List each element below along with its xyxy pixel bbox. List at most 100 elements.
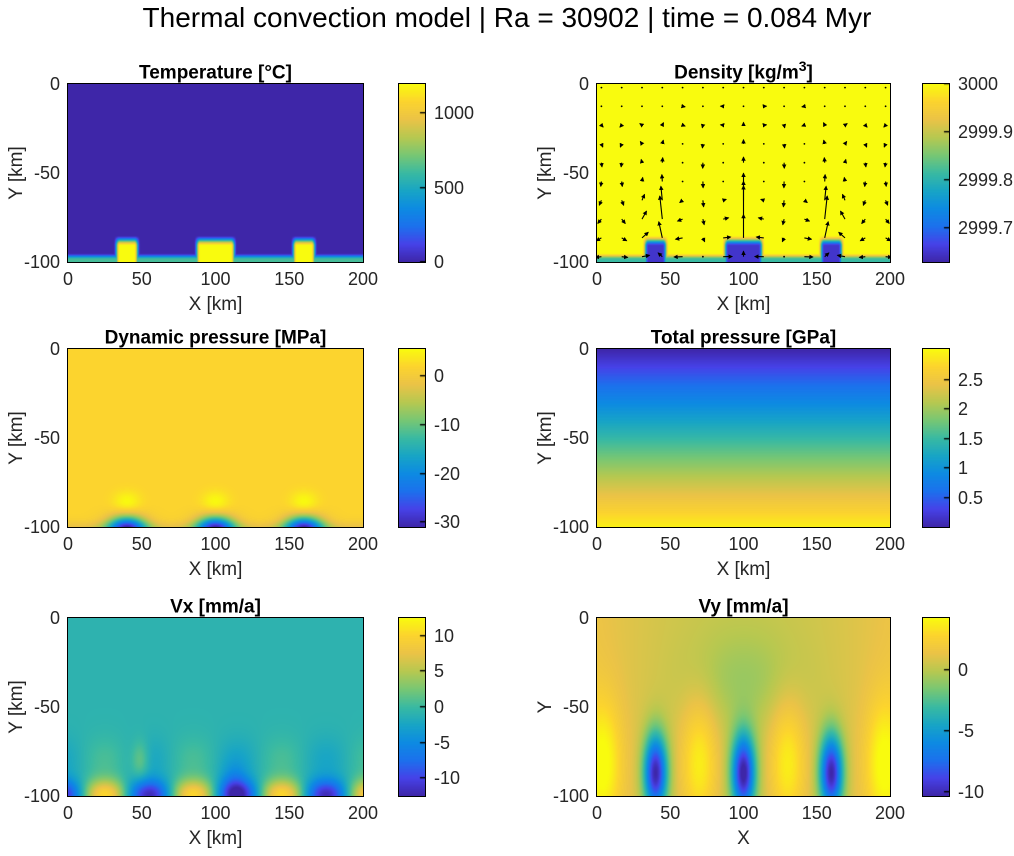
panel-title-sup: 3 [798, 58, 807, 74]
colorbar-tick-label: 5 [434, 661, 445, 682]
panel-title: Temperature [°C] [68, 53, 363, 83]
x-tick-label: 50 [660, 534, 681, 554]
y-tick-label: -50 [33, 428, 60, 448]
x-axis-label: X [km] [716, 559, 771, 580]
colorbar [398, 617, 426, 797]
y-tick-label: 0 [49, 608, 60, 628]
x-tick-label: 100 [728, 803, 759, 823]
temperature-heatmap [67, 83, 364, 263]
y-tick-label: -100 [23, 786, 60, 806]
x-tick-label: 100 [728, 269, 759, 289]
panel-title-text: ] [806, 62, 813, 84]
y-tick-label: 0 [578, 608, 589, 628]
y-tick-label: -50 [562, 163, 589, 183]
x-tick-label: 50 [131, 269, 152, 289]
y-tick-label: 0 [49, 74, 60, 94]
y-tick-label: -50 [33, 163, 60, 183]
colorbar-tick-label: -30 [434, 512, 461, 533]
density-heatmap [596, 83, 891, 263]
x-tick-label: 150 [274, 803, 305, 823]
panel-title: Vy [mm/a] [597, 587, 890, 617]
panel-title-text: Vx [mm/a] [170, 596, 261, 618]
y-tick-label: -50 [562, 697, 589, 717]
colorbar-tick-label: 10 [434, 625, 455, 646]
x-tick-label: 50 [131, 534, 152, 554]
dynamic-pressure-heatmap [67, 348, 364, 528]
colorbar-tick-label: -10 [434, 414, 461, 435]
x-tick-label: 100 [200, 269, 231, 289]
x-tick-label: 150 [801, 534, 832, 554]
colorbar [922, 617, 950, 797]
panel-title-text: Temperature [°C] [139, 62, 292, 84]
x-tick-label: 0 [62, 803, 73, 823]
x-tick-label: 50 [660, 269, 681, 289]
colorbar [922, 83, 950, 263]
x-tick-label: 0 [591, 803, 602, 823]
x-tick-label: 150 [274, 534, 305, 554]
panel-title: Vx [mm/a] [68, 587, 363, 617]
x-tick-label: 0 [591, 534, 602, 554]
x-tick-label: 100 [200, 803, 231, 823]
colorbar-tick-label: 2 [958, 399, 969, 420]
x-axis-label: X [km] [188, 828, 243, 849]
colorbar [922, 348, 950, 528]
y-tick-label: 0 [578, 74, 589, 94]
colorbar-tick-label: 2.5 [958, 369, 984, 390]
y-tick-label: -100 [552, 786, 589, 806]
colorbar-tick-label: 1 [958, 458, 969, 479]
colorbar-tick-label: -5 [958, 720, 975, 741]
vx-heatmap [67, 617, 364, 797]
x-tick-label: 0 [62, 534, 73, 554]
colorbar-tick-label: 0 [434, 366, 445, 387]
x-tick-label: 50 [131, 803, 152, 823]
colorbar-tick-label: 3000 [958, 74, 999, 94]
colorbar-tick-label: 0 [434, 697, 445, 717]
y-tick-label: 0 [49, 339, 60, 359]
x-tick-label: 200 [874, 803, 906, 823]
colorbar-tick-label: 2999.9 [958, 122, 1014, 143]
colorbar-tick-label: 1000 [434, 103, 475, 124]
x-tick-label: 200 [347, 803, 379, 823]
y-tick-label: -100 [23, 252, 60, 272]
x-axis-label: X [737, 828, 750, 849]
x-tick-label: 150 [801, 269, 832, 289]
y-tick-label: -100 [552, 252, 589, 272]
figure-title: Thermal convection model | Ra = 30902 | … [142, 2, 872, 33]
colorbar-tick-label: 0 [434, 252, 445, 272]
colorbar-tick-label: -10 [434, 768, 461, 789]
panel-title-text: Total pressure [GPa] [650, 327, 837, 349]
panel-title: Dynamic pressure [MPa] [68, 318, 363, 348]
x-tick-label: 200 [874, 269, 906, 289]
colorbar-tick-label: 2999.7 [958, 218, 1014, 239]
colorbar [398, 348, 426, 528]
x-tick-label: 200 [874, 534, 906, 554]
x-tick-label: 50 [660, 803, 681, 823]
panel-title-text: Vy [mm/a] [698, 596, 789, 618]
colorbar-tick-label: 2999.8 [958, 170, 1014, 191]
panel-title: Total pressure [GPa] [597, 318, 890, 348]
total-pressure-heatmap [596, 348, 891, 528]
panel-title: Density [kg/m3] [597, 53, 890, 83]
y-tick-label: -50 [33, 697, 60, 717]
x-tick-label: 0 [591, 269, 602, 289]
colorbar-tick-label: 0.5 [958, 487, 984, 508]
x-tick-label: 100 [200, 534, 231, 554]
panel-title-text: Dynamic pressure [MPa] [104, 327, 327, 349]
x-tick-label: 150 [801, 803, 832, 823]
y-tick-label: 0 [578, 339, 589, 359]
x-axis-label: X [km] [716, 294, 771, 315]
panel-title-text: Density [kg/m [674, 62, 799, 84]
colorbar-tick-label: 0 [958, 659, 969, 680]
y-tick-label: -50 [562, 428, 589, 448]
colorbar-tick-label: -10 [958, 782, 985, 803]
x-tick-label: 200 [347, 534, 379, 554]
colorbar-tick-label: 500 [434, 177, 465, 198]
y-tick-label: -100 [23, 517, 60, 537]
colorbar-tick-label: -20 [434, 463, 461, 484]
x-tick-label: 200 [347, 269, 379, 289]
y-tick-label: -100 [552, 517, 589, 537]
x-axis-label: X [km] [188, 294, 243, 315]
colorbar [398, 83, 426, 263]
x-tick-label: 0 [62, 269, 73, 289]
